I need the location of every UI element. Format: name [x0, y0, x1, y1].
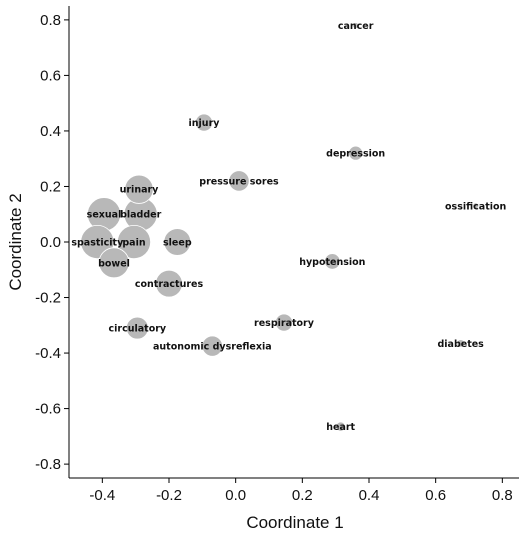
data-point [194, 113, 213, 132]
point-label: pain [122, 238, 145, 249]
x-tick-label: 0.6 [425, 487, 446, 504]
point-label: cancer [338, 21, 374, 32]
y-tick-label: 0.0 [40, 234, 61, 251]
point-label: bladder [120, 210, 162, 221]
x-tick-label: 0.0 [225, 487, 246, 504]
data-point [456, 339, 465, 348]
y-tick-label: 0.2 [40, 178, 61, 195]
point-label: circulatory [109, 324, 167, 335]
point-label: depression [326, 149, 385, 160]
y-tick-label: -0.8 [35, 456, 61, 473]
y-tick-label: -0.4 [35, 345, 61, 362]
point-label: autonomic dysreflexia [153, 342, 272, 353]
data-point [335, 421, 346, 432]
data-point [352, 22, 360, 29]
axes: 0.8 0.6 0.4 0.2 0.0 -0.2 -0.4 -0.6 -0.8 -0.4 -0.2 0… [35, 6, 519, 504]
x-tick-label: 0.4 [359, 487, 380, 504]
data-point [348, 145, 364, 161]
data-point [274, 313, 293, 332]
point-label: respiratory [254, 318, 315, 329]
data-point [125, 316, 149, 340]
x-axis-title: Coordinate 1 [246, 513, 343, 532]
plot-area: cancer injury depression pressure sores urin… [71, 21, 506, 433]
x-tick-label: -0.4 [89, 487, 115, 504]
point-label: urinary [120, 185, 160, 196]
data-point [155, 269, 183, 298]
point-label: spasticity [71, 238, 124, 249]
data-point [98, 247, 130, 279]
data-point [163, 228, 192, 256]
y-tick-label: -0.2 [35, 290, 61, 307]
point-label: bowel [98, 258, 130, 269]
data-point [228, 170, 250, 192]
y-axis-title: Coordinate 2 [6, 193, 25, 290]
x-tick-label: -0.2 [156, 487, 182, 504]
point-label: contractures [135, 279, 204, 290]
y-tick-label: -0.6 [35, 401, 61, 418]
y-tick-label: 0.6 [40, 67, 61, 84]
x-tick-label: 0.8 [492, 487, 513, 504]
point-label: sleep [163, 238, 192, 249]
point-label: pressure sores [199, 176, 279, 187]
point-label: diabetes [437, 339, 484, 350]
data-point [201, 335, 223, 357]
data-point [124, 174, 154, 204]
point-label: injury [189, 118, 221, 129]
point-label: ossification [445, 201, 506, 212]
data-point [472, 202, 480, 210]
y-tick-label: 0.4 [40, 123, 61, 140]
data-point [324, 253, 341, 270]
point-label: heart [326, 422, 355, 433]
y-tick-label: 0.8 [40, 12, 61, 29]
data-point [117, 224, 152, 259]
point-label: hypotension [299, 257, 365, 268]
point-label: sexual [87, 210, 122, 221]
x-tick-label: 0.2 [292, 487, 313, 504]
